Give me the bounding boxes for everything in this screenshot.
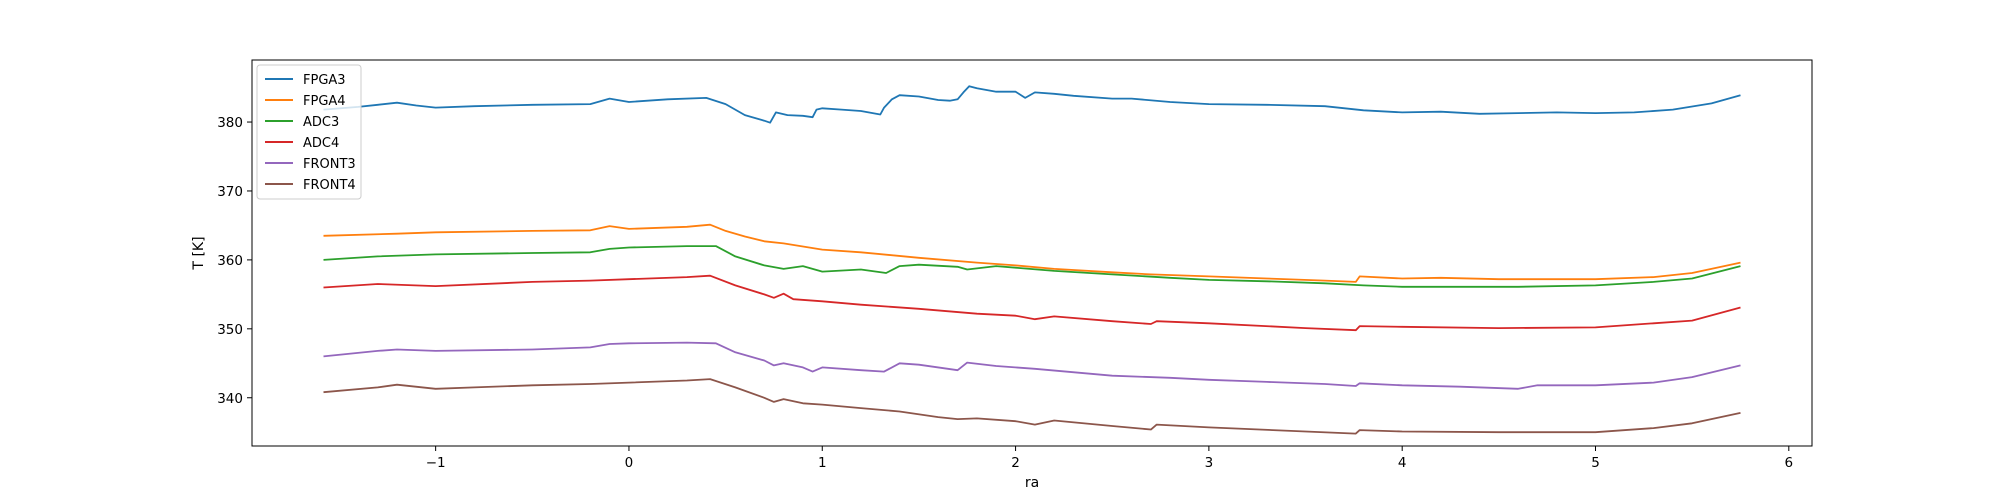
x-tick-label: 3: [1205, 455, 1214, 471]
series-line-fpga3: [323, 85, 1741, 124]
x-axis-ticks: −1 0 1 2 3 4 5 6: [426, 446, 1793, 471]
legend-box: [256, 64, 362, 200]
axes-frame: [251, 59, 1813, 447]
legend-entry: FPGA4: [303, 94, 346, 109]
x-tick-label: 0: [625, 455, 634, 471]
x-tick-label: 6: [1785, 455, 1794, 471]
legend: FPGA3 FPGA4 ADC3 ADC4 FRONT3 FRONT4: [256, 64, 362, 200]
plot-area: −1 0 1 2 3 4 5 6 340 350 360 370 380: [217, 59, 1813, 471]
y-tick-label: 340: [217, 391, 243, 407]
x-tick-label: 2: [1011, 455, 1020, 471]
series-line-front4: [323, 378, 1741, 435]
legend-entry: FRONT3: [303, 157, 356, 172]
x-tick-label: 1: [818, 455, 827, 471]
y-tick-label: 380: [217, 115, 243, 131]
y-axis-label: T [K]: [191, 236, 207, 270]
series-layer: [323, 85, 1741, 435]
y-tick-label: 360: [217, 253, 243, 269]
legend-entry: ADC4: [303, 136, 339, 151]
x-axis-label: ra: [1025, 475, 1039, 491]
y-tick-label: 370: [217, 184, 243, 200]
x-tick-label: −1: [426, 455, 446, 471]
legend-entry: ADC3: [303, 115, 339, 130]
series-line-adc3: [323, 245, 1741, 288]
series-line-adc4: [323, 274, 1741, 332]
series-line-front3: [323, 341, 1741, 390]
x-tick-label: 4: [1398, 455, 1407, 471]
y-tick-label: 350: [217, 322, 243, 338]
legend-entry: FRONT4: [303, 178, 356, 193]
y-axis-ticks: 340 350 360 370 380: [217, 115, 252, 407]
x-tick-label: 5: [1591, 455, 1600, 471]
series-line-fpga4: [323, 223, 1741, 283]
legend-entry: FPGA3: [303, 73, 346, 88]
